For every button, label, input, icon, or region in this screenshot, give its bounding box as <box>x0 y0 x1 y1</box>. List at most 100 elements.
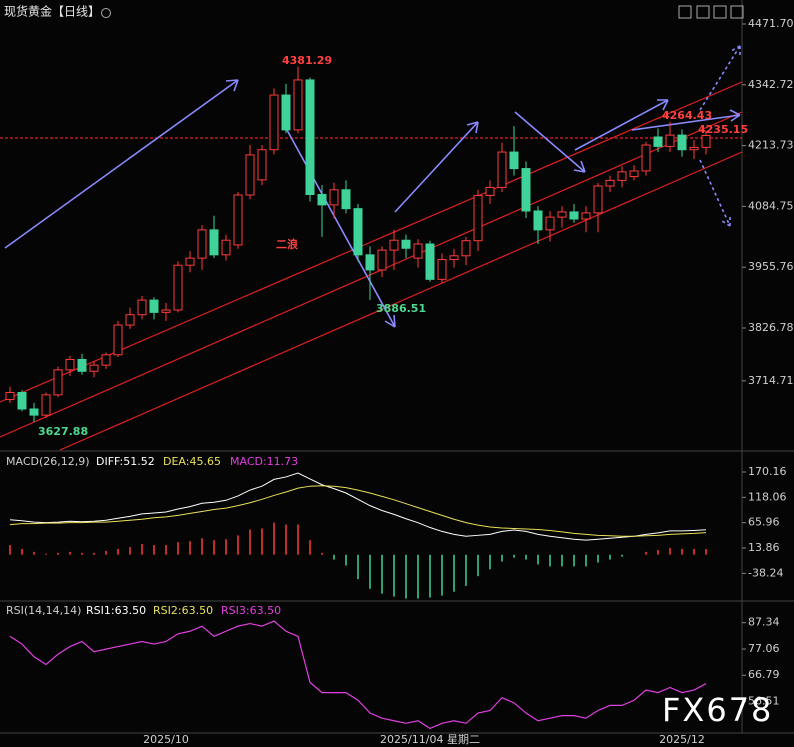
legend-entry: MACD:11.73 <box>230 455 298 468</box>
projection-arrow <box>699 159 731 227</box>
candle-body <box>485 186 495 196</box>
arrow <box>394 121 479 213</box>
candle-body <box>89 364 99 372</box>
annotation: 二浪 <box>276 237 298 251</box>
candle-body <box>509 151 519 170</box>
candle-body <box>365 254 375 271</box>
legend-title: MACD(26,12,9) <box>6 455 90 468</box>
y-tick-label: 4084.75 <box>748 199 794 212</box>
annotation: 4235.15 <box>698 123 748 136</box>
y-tick-label: 13.86 <box>748 541 780 554</box>
candle-body <box>401 239 411 249</box>
candle-body <box>173 264 183 311</box>
candle-body <box>293 79 303 131</box>
candle-body <box>593 185 603 214</box>
tool-icon[interactable] <box>713 5 727 19</box>
candle-body <box>317 194 327 206</box>
candle-body <box>341 189 351 210</box>
candle-body <box>473 194 483 242</box>
candle-body <box>449 255 459 261</box>
candle-body <box>149 299 159 313</box>
candle-body <box>53 369 63 396</box>
y-tick-label: -38.24 <box>748 566 783 579</box>
projection-arrow <box>699 45 741 111</box>
candle-body <box>497 151 507 188</box>
candle-body <box>5 391 15 401</box>
legend-entry: RSI2:63.50 <box>153 604 213 617</box>
candle-body <box>581 212 591 220</box>
candle-body <box>521 168 531 212</box>
arrow <box>631 109 741 131</box>
candle-body <box>161 309 171 313</box>
watermark: FX678 <box>662 691 773 729</box>
candle-body <box>701 135 711 148</box>
candle-body <box>533 210 543 231</box>
indicator-line <box>9 472 707 541</box>
candle-body <box>197 229 207 259</box>
y-tick-label: 65.96 <box>748 516 780 529</box>
y-tick-label: 4471.70 <box>748 17 794 30</box>
x-tick-label: 2025/11/04 星期二 <box>380 733 480 746</box>
annotation: 4264.43 <box>662 109 712 122</box>
toolbar <box>101 5 744 19</box>
candle-body <box>113 324 123 356</box>
annotation: 4381.29 <box>282 54 332 67</box>
tool-icon[interactable] <box>730 5 744 19</box>
tool-icon[interactable] <box>696 5 710 19</box>
candle-body <box>41 394 51 416</box>
candle-body <box>425 243 435 280</box>
y-tick-label: 4342.72 <box>748 78 794 91</box>
candle-body <box>665 134 675 147</box>
x-tick-label: 2025/12 <box>659 733 705 746</box>
candle-body <box>413 243 423 259</box>
y-tick-label: 66.79 <box>748 668 780 681</box>
candle-body <box>557 211 567 218</box>
candle-body <box>281 94 291 131</box>
y-tick-label: 118.06 <box>748 490 787 503</box>
x-tick-label: 2025/10 <box>143 733 189 746</box>
candle-body <box>677 134 687 151</box>
legend-entry: RSI1:63.50 <box>86 604 146 617</box>
candle-body <box>125 314 135 326</box>
candle-body <box>305 79 315 196</box>
candle-body <box>653 136 663 147</box>
candle-body <box>389 239 399 251</box>
candle-body <box>77 358 87 372</box>
indicator-line <box>9 485 707 537</box>
legend-entry: DEA:45.65 <box>163 455 221 468</box>
candle-body <box>689 146 699 151</box>
tool-icon[interactable] <box>678 5 692 19</box>
candle-body <box>185 257 195 266</box>
candle-body <box>329 189 339 206</box>
candle-body <box>245 154 255 196</box>
drawings <box>0 45 743 451</box>
candle-body <box>461 240 471 257</box>
add-icon[interactable] <box>101 8 111 18</box>
candle-body <box>29 408 39 416</box>
candle-body <box>353 208 363 256</box>
arrow <box>574 99 669 151</box>
y-tick-label: 170.16 <box>748 465 787 478</box>
legend-entry: RSI3:63.50 <box>221 604 281 617</box>
candle-body <box>233 194 243 246</box>
candle-body <box>17 391 27 410</box>
arrow <box>514 111 586 173</box>
candle-body <box>269 94 279 151</box>
annotation: 3627.88 <box>38 425 88 438</box>
y-tick-label: 3955.76 <box>748 260 794 273</box>
candle-body <box>221 239 231 256</box>
y-tick-label: 56.51 <box>748 695 780 708</box>
candle-body <box>641 144 651 172</box>
channel-line <box>59 151 743 451</box>
candle-body <box>437 259 447 280</box>
annotation: 3886.51 <box>376 302 426 315</box>
candle-body <box>257 149 267 181</box>
chart-title: 现货黄金【日线】 <box>4 4 100 19</box>
candle-body <box>377 249 387 271</box>
y-tick-label: 3714.71 <box>748 374 794 387</box>
legend-entry: DIFF:51.52 <box>96 455 155 468</box>
y-tick-label: 4213.73 <box>748 139 794 152</box>
candle-body <box>629 170 639 178</box>
